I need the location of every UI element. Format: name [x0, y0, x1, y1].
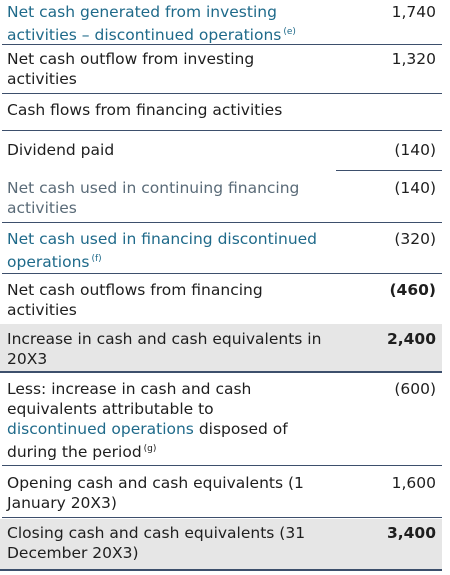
row-value: 1,600 — [391, 474, 436, 492]
table-row: Net cash used in financing discontinued … — [0, 227, 442, 273]
row-divider — [2, 44, 442, 45]
row-value: (460) — [389, 281, 436, 299]
table-row: Cash flows from financing activities — [0, 98, 442, 126]
row-label: Dividend paid — [7, 141, 115, 159]
table-row: Closing cash and cash equivalents (31 De… — [0, 519, 442, 569]
row-value: (600) — [394, 380, 436, 398]
row-value: (140) — [394, 179, 436, 197]
row-divider — [2, 222, 442, 223]
row-value: 2,400 — [386, 330, 436, 348]
table-row: Net cash generated from investing activi… — [0, 0, 442, 44]
row-divider — [0, 371, 442, 373]
row-divider — [2, 517, 442, 518]
row-divider — [2, 465, 442, 466]
row-divider — [0, 569, 442, 571]
table-row: Net cash outflows from financing activit… — [0, 278, 442, 324]
footnote-marker: (f) — [91, 254, 102, 264]
row-value: 1,740 — [391, 3, 436, 21]
table-row: Net cash used in continuing financing ac… — [0, 176, 442, 222]
section-heading: Cash flows from financing activities — [7, 101, 283, 119]
row-divider — [2, 130, 442, 131]
table-row: Less: increase in cash and cash equivale… — [0, 377, 442, 465]
row-label: Net cash generated from investing activi… — [7, 3, 296, 44]
row-value: 1,320 — [391, 50, 436, 68]
table-row: Opening cash and cash equivalents (1 Jan… — [0, 471, 442, 517]
footnote-marker: (e) — [283, 27, 296, 37]
row-label: Net cash outflow from investing activiti… — [7, 50, 255, 88]
row-divider — [2, 273, 442, 274]
table-row: Net cash outflow from investing activiti… — [0, 47, 442, 93]
row-divider — [2, 93, 442, 94]
row-label: Opening cash and cash equivalents (1 Jan… — [7, 474, 304, 512]
row-divider — [336, 170, 442, 171]
row-label: Net cash used in continuing financing ac… — [7, 179, 300, 217]
row-value: (320) — [394, 230, 436, 248]
row-value: 3,400 — [386, 524, 436, 542]
row-label: Closing cash and cash equivalents (31 De… — [7, 524, 306, 562]
row-label: Increase in cash and cash equivalents in… — [7, 330, 322, 368]
footnote-marker: (g) — [143, 444, 157, 454]
table-row: Dividend paid (140) — [0, 138, 442, 166]
row-label: Net cash used in financing discontinued … — [7, 230, 318, 271]
discontinued-operations-link[interactable]: discontinued operations — [7, 420, 194, 438]
table-row: Increase in cash and cash equivalents in… — [0, 324, 442, 371]
row-label: Less: increase in cash and cash equivale… — [7, 380, 288, 461]
row-label: Net cash outflows from financing activit… — [7, 281, 263, 319]
row-value: (140) — [394, 141, 436, 159]
